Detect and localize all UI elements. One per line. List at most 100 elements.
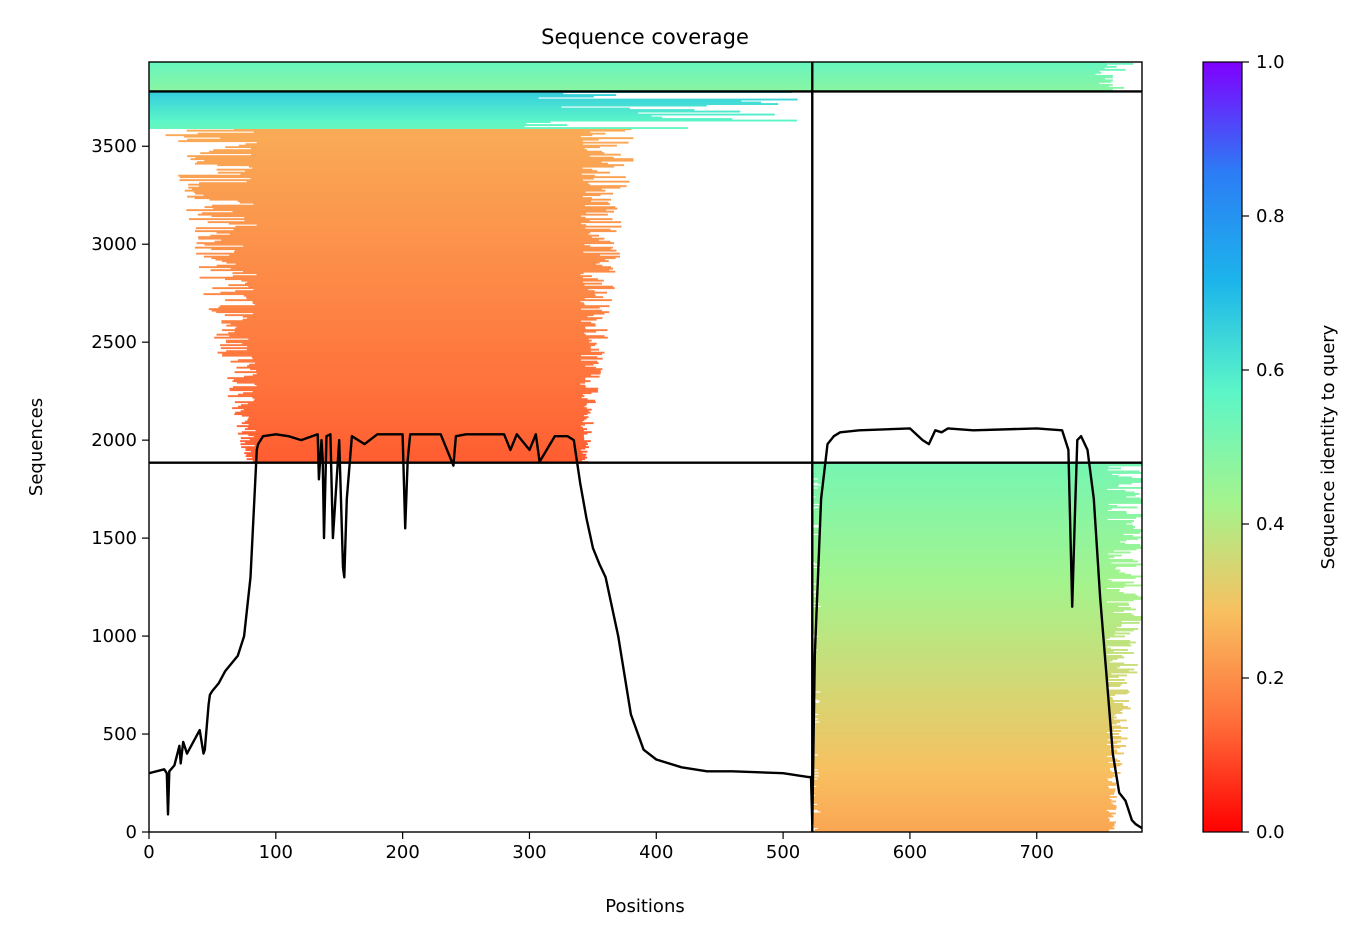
heatmap-row <box>812 715 1114 717</box>
heatmap-row <box>214 336 608 339</box>
heatmap-row <box>812 725 1121 728</box>
heatmap-row <box>812 797 1110 800</box>
heatmap-row <box>812 475 1119 477</box>
heatmap-row <box>812 601 1107 603</box>
heatmap-row <box>817 809 1107 812</box>
heatmap-row <box>256 372 601 375</box>
heatmap-row <box>812 574 1132 576</box>
heatmap-row <box>238 393 583 396</box>
heatmap-row <box>197 213 608 216</box>
heatmap-row <box>812 643 1130 645</box>
heatmap-row <box>254 444 586 447</box>
heatmap-row <box>246 180 630 183</box>
heatmap-row <box>149 95 594 98</box>
x-tick-label: 400 <box>639 842 673 863</box>
y-tick-label: 3000 <box>91 234 137 255</box>
heatmap-row <box>812 479 1142 482</box>
heatmap-row <box>814 794 1110 797</box>
heatmap-row <box>812 545 1142 548</box>
heatmap-row <box>239 201 609 204</box>
heatmap-row <box>225 146 600 149</box>
heatmap-row <box>209 150 603 153</box>
heatmap-row <box>253 203 610 206</box>
colorbar-tick-label: 0.8 <box>1256 206 1285 227</box>
heatmap-row <box>812 781 1112 783</box>
heatmap-row <box>232 275 592 278</box>
heatmap-row <box>179 176 626 179</box>
heatmap-row <box>812 739 1108 741</box>
heatmap-row <box>812 710 1121 713</box>
heatmap-row <box>818 772 1121 774</box>
heatmap-row <box>247 419 585 422</box>
heatmap-row <box>812 779 1109 782</box>
heatmap-row <box>246 453 587 456</box>
heatmap-row <box>149 109 695 111</box>
heatmap-row <box>812 673 1112 675</box>
heatmap-row <box>190 158 634 161</box>
heatmap-row <box>195 227 586 230</box>
heatmap-row <box>820 526 1135 528</box>
heatmap-row <box>817 827 1115 830</box>
heatmap-row <box>256 369 601 372</box>
heatmap-row <box>812 539 1127 542</box>
colorbar-label: Sequence identity to query <box>1318 324 1339 569</box>
heatmap-row <box>812 683 1122 686</box>
heatmap-row <box>812 527 1134 530</box>
x-axis: 0 100 200 300 400 500 600 700 <box>143 832 1054 863</box>
heatmap-row <box>812 599 1134 602</box>
heatmap-row <box>235 290 595 293</box>
heatmap-row <box>200 152 605 155</box>
heatmap-row <box>199 185 627 188</box>
heatmap-row <box>815 496 1127 498</box>
heatmap-row <box>245 282 602 285</box>
heatmap-row <box>149 116 663 119</box>
heatmap-row <box>812 661 1110 663</box>
heatmap-row <box>812 548 1137 551</box>
heatmap-row <box>218 306 600 309</box>
heatmap-row <box>812 632 1131 635</box>
heatmap-row <box>256 224 587 227</box>
heatmap-row <box>812 817 1109 819</box>
heatmap-row <box>812 488 1108 491</box>
y-axis-label: Sequences <box>26 398 47 496</box>
heatmap-row <box>812 821 1116 824</box>
heatmap-row <box>819 602 1129 605</box>
heatmap-row <box>812 616 1142 618</box>
heatmap-row <box>245 170 598 173</box>
heatmap-row <box>246 458 585 461</box>
heatmap-row <box>241 431 592 434</box>
heatmap-row <box>812 814 1112 816</box>
heatmap-row <box>232 210 614 213</box>
heatmap-row <box>245 143 584 146</box>
heatmap-row <box>243 270 616 273</box>
heatmap-row <box>812 793 1115 795</box>
heatmap-row <box>818 713 1116 716</box>
colorbar-tick-label: 0.6 <box>1256 360 1285 381</box>
heatmap-row <box>812 466 1109 468</box>
heatmap-row <box>235 263 597 266</box>
heatmap-row <box>221 239 600 242</box>
heatmap-row <box>221 320 581 323</box>
heatmap-row <box>234 327 586 330</box>
heatmap-row <box>250 450 588 453</box>
heatmap-row <box>195 192 614 195</box>
heatmap-row <box>235 411 591 414</box>
heatmap-row <box>195 230 617 233</box>
x-tick-label: 600 <box>893 842 927 863</box>
heatmap-row <box>213 207 618 210</box>
heatmap-row <box>212 287 615 290</box>
heatmap-row <box>229 389 598 392</box>
heatmap-row <box>234 371 601 374</box>
x-tick-label: 100 <box>259 842 293 863</box>
heatmap-row <box>149 121 551 123</box>
heatmap-row <box>220 137 634 140</box>
heatmap-row <box>812 578 1109 581</box>
heatmap-row <box>234 401 596 404</box>
heatmap-row <box>234 249 617 252</box>
heatmap-row <box>812 586 1125 588</box>
heatmap-row <box>250 368 603 371</box>
heatmap-row <box>812 514 1142 516</box>
heatmap-row <box>812 680 1107 683</box>
heatmap-row <box>249 438 585 441</box>
